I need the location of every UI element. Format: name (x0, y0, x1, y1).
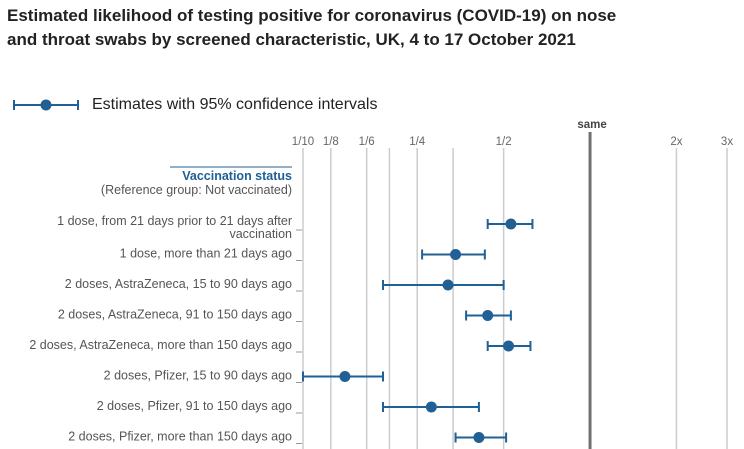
row-label: 2 doses, AstraZeneca, more than 150 days… (29, 338, 292, 352)
tick-label: 2x (670, 136, 682, 148)
group-subtitle: (Reference group: Not vaccinated) (101, 183, 292, 197)
estimate-point (473, 432, 485, 443)
chart-title: Estimated likelihood of testing positive… (7, 6, 617, 49)
group-title: Vaccination status (182, 169, 292, 183)
row-label: 2 doses, AstraZeneca, 15 to 90 days ago (65, 277, 292, 291)
legend: Estimates with 95% confidence intervals (12, 93, 377, 117)
estimate-point (503, 340, 515, 352)
tick-label: 1/6 (359, 136, 375, 148)
row-label: 1 dose, from 21 days prior to 21 days af… (57, 214, 292, 228)
estimate-point (442, 279, 454, 291)
row-label: 2 doses, AstraZeneca, 91 to 150 days ago (58, 308, 292, 322)
row-label: 2 doses, Pfizer, 15 to 90 days ago (104, 369, 292, 383)
row-label: 1 dose, more than 21 days ago (120, 247, 292, 261)
legend-label: Estimates with 95% confidence intervals (92, 96, 378, 113)
row-label: 2 doses, Pfizer, more than 150 days ago (68, 430, 292, 444)
estimate-point (450, 249, 462, 260)
tick-label: 1/2 (496, 136, 512, 148)
row-label: 2 doses, Pfizer, 91 to 150 days ago (97, 399, 292, 413)
tick-label: 3x (721, 136, 733, 148)
legend-marker-icon (13, 99, 79, 111)
estimate-point (339, 371, 351, 382)
estimate-point (425, 401, 437, 413)
reference-label: same (577, 119, 606, 131)
estimate-point (482, 310, 494, 321)
tick-label: 1/4 (409, 136, 426, 148)
row-label: vaccination (229, 227, 292, 241)
estimate-point (505, 218, 517, 230)
tick-label: 1/10 (292, 136, 314, 148)
tick-label: 1/8 (323, 136, 339, 148)
